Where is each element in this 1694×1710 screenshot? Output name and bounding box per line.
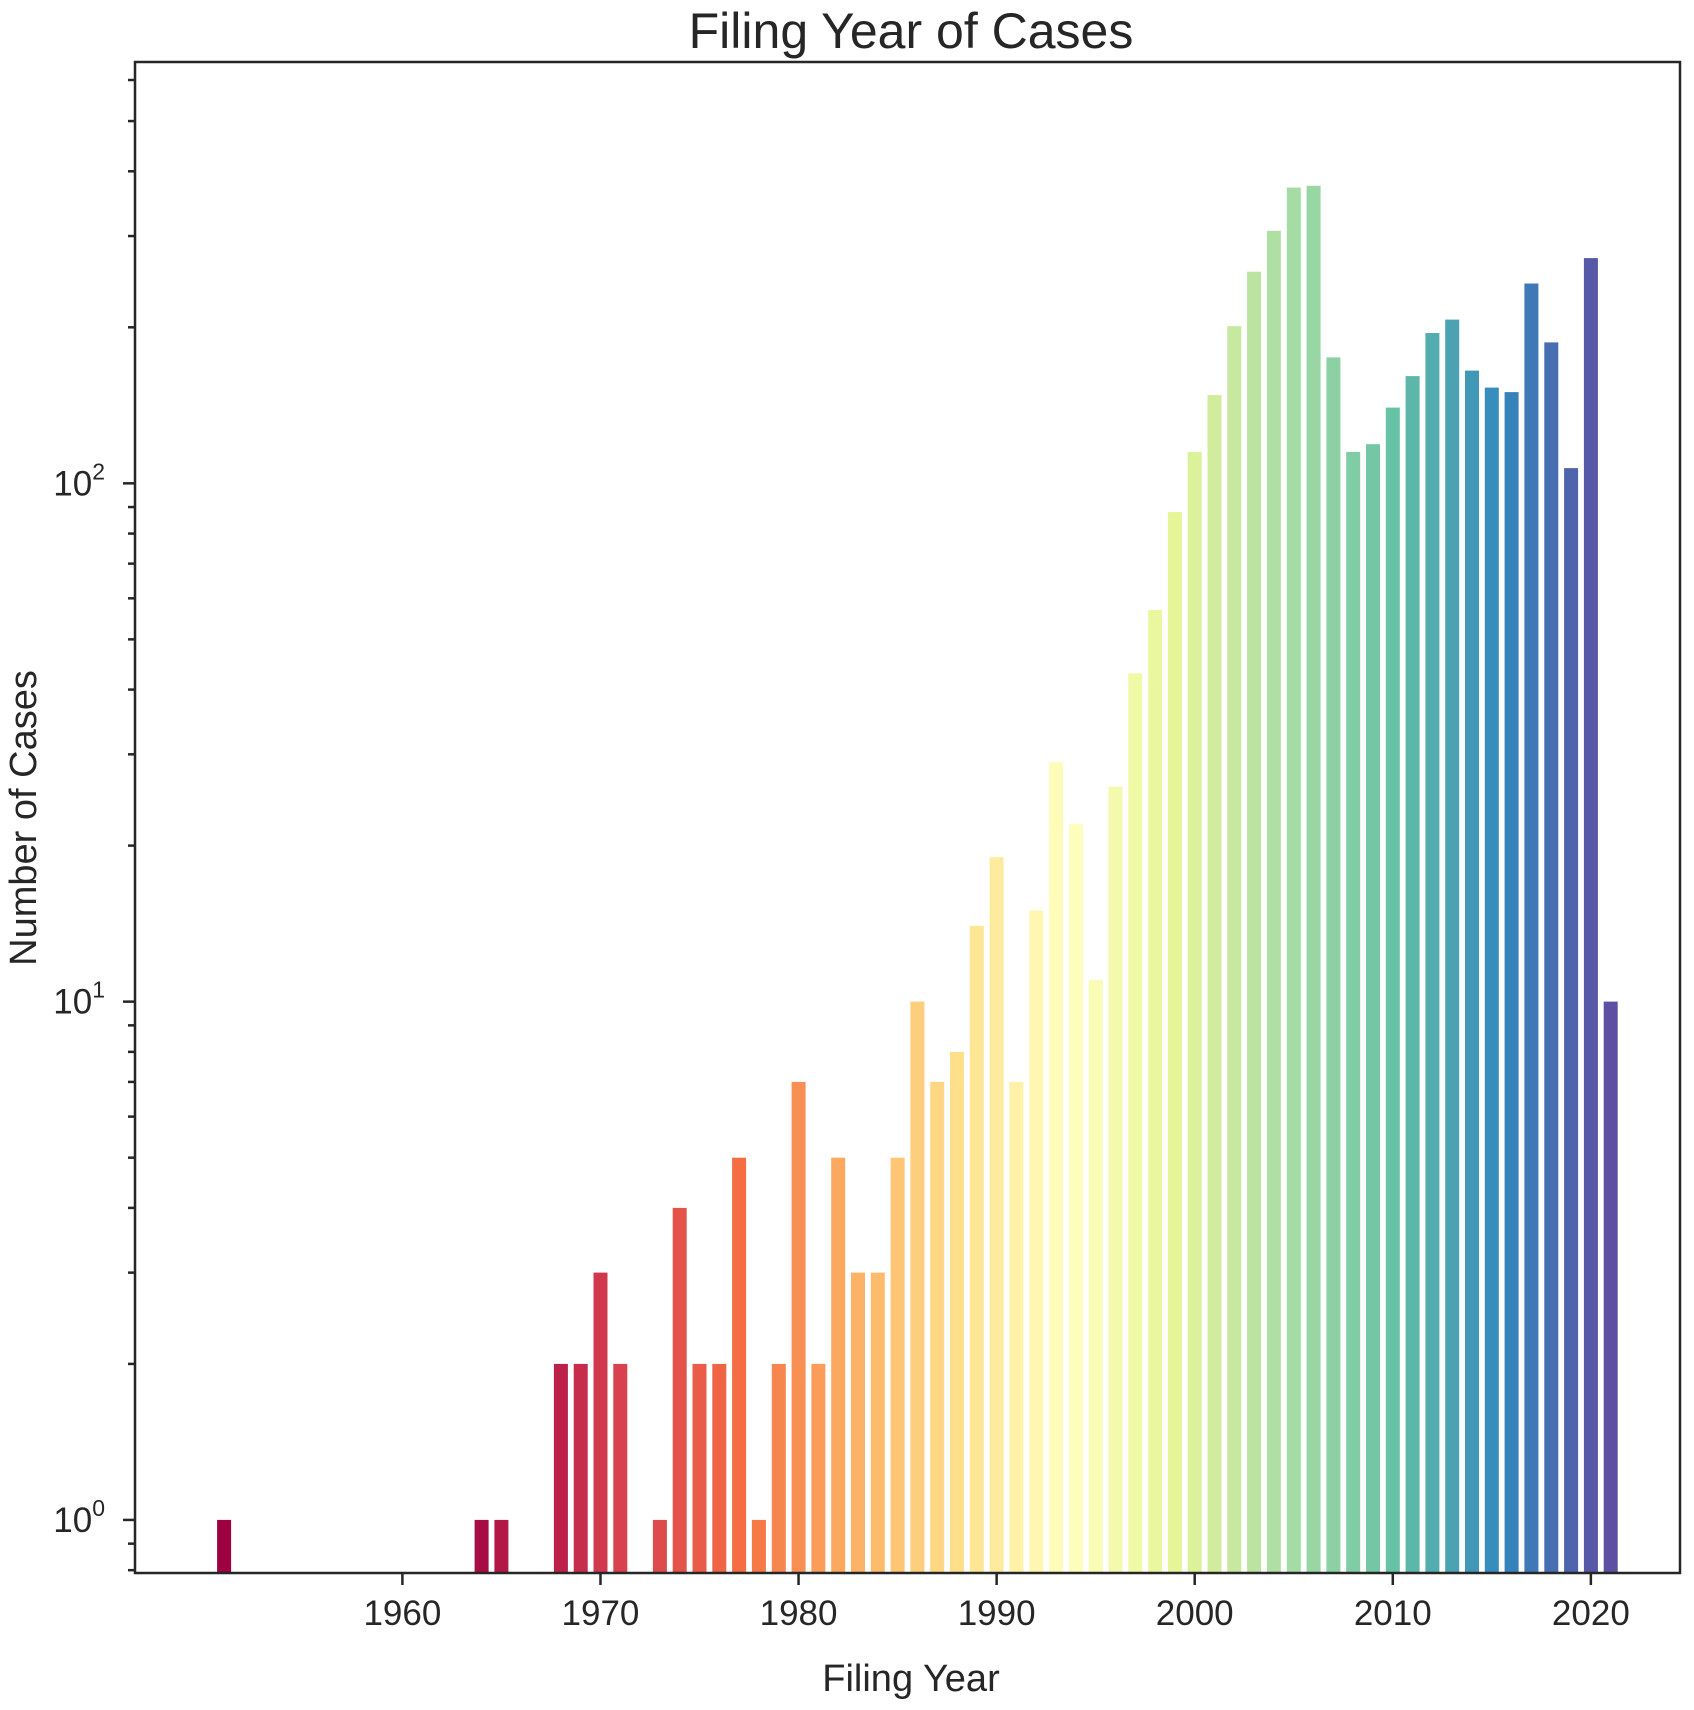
bar-1965 bbox=[494, 1519, 509, 1573]
bar-1993 bbox=[1049, 762, 1064, 1573]
y-tick-label: 100 bbox=[53, 1495, 105, 1540]
bar-1990 bbox=[989, 857, 1004, 1573]
x-axis-label: Filing Year bbox=[822, 1658, 1000, 1700]
bar-1968 bbox=[553, 1363, 568, 1573]
y-tick-label: 101 bbox=[53, 977, 105, 1022]
bar-1971 bbox=[613, 1363, 628, 1573]
bars bbox=[217, 185, 1618, 1574]
x-axis: 1960 1970 1980 1990 2000 2010 2020 bbox=[363, 1573, 1630, 1633]
y-axis-label: Number of Cases bbox=[3, 670, 45, 966]
bar-2017 bbox=[1524, 283, 1539, 1573]
bar-2013 bbox=[1445, 319, 1460, 1574]
x-tick-label-1970: 1970 bbox=[562, 1594, 640, 1633]
bar-1996 bbox=[1108, 786, 1123, 1573]
bar-1975 bbox=[692, 1363, 707, 1573]
bar-2015 bbox=[1484, 387, 1499, 1574]
bar-1973 bbox=[652, 1519, 667, 1573]
x-tick-label-1960: 1960 bbox=[363, 1594, 441, 1633]
bar-1999 bbox=[1167, 512, 1182, 1573]
bar-1998 bbox=[1148, 609, 1163, 1573]
bar-1986 bbox=[910, 1001, 925, 1573]
bar-1951 bbox=[217, 1519, 232, 1573]
bar-1979 bbox=[771, 1363, 786, 1573]
bar-1992 bbox=[1029, 910, 1044, 1573]
bar-2016 bbox=[1504, 392, 1519, 1574]
bar-1980 bbox=[791, 1081, 806, 1573]
bar-1984 bbox=[870, 1272, 885, 1573]
bar-1978 bbox=[751, 1519, 766, 1573]
bar-2000 bbox=[1187, 451, 1202, 1573]
bar-1988 bbox=[950, 1051, 964, 1573]
y-tick-label: 102 bbox=[53, 458, 105, 503]
bar-2002 bbox=[1227, 326, 1242, 1574]
bar-1982 bbox=[831, 1157, 846, 1573]
bar-2004 bbox=[1266, 230, 1281, 1573]
bar-2001 bbox=[1207, 395, 1222, 1574]
bar-1995 bbox=[1088, 980, 1103, 1573]
bar-2021 bbox=[1603, 1001, 1618, 1573]
bar-2018 bbox=[1544, 342, 1559, 1573]
x-tick-label-2010: 2010 bbox=[1354, 1594, 1432, 1633]
bar-1997 bbox=[1128, 673, 1143, 1573]
x-tick-label-2000: 2000 bbox=[1156, 1594, 1234, 1633]
bar-2005 bbox=[1286, 187, 1301, 1574]
bar-2010 bbox=[1385, 407, 1400, 1574]
bar-1989 bbox=[969, 925, 984, 1573]
bar-2008 bbox=[1346, 451, 1361, 1573]
bar-2019 bbox=[1564, 468, 1579, 1574]
bar-1969 bbox=[573, 1363, 588, 1573]
chart-title: Filing Year of Cases bbox=[689, 3, 1134, 59]
bar-1977 bbox=[732, 1157, 747, 1573]
bar-2003 bbox=[1247, 271, 1262, 1574]
bar-2020 bbox=[1583, 258, 1598, 1574]
bar-1987 bbox=[930, 1081, 945, 1573]
bar-2011 bbox=[1405, 376, 1420, 1574]
bar-1981 bbox=[811, 1363, 826, 1573]
y-axis: 100 101 102 bbox=[53, 78, 135, 1572]
bar-2012 bbox=[1425, 333, 1440, 1573]
plot-frame bbox=[133, 60, 1682, 1575]
bar-1974 bbox=[672, 1207, 687, 1573]
bar-2014 bbox=[1465, 370, 1479, 1574]
bar-1964 bbox=[474, 1519, 489, 1573]
bar-2009 bbox=[1366, 444, 1380, 1574]
bar-1994 bbox=[1068, 824, 1083, 1573]
x-tick-label-2020: 2020 bbox=[1552, 1594, 1630, 1633]
x-tick-label-1980: 1980 bbox=[760, 1594, 838, 1633]
bar-2007 bbox=[1326, 357, 1341, 1573]
bar-2006 bbox=[1306, 185, 1321, 1573]
bar-1985 bbox=[890, 1157, 905, 1573]
bar-1970 bbox=[593, 1272, 608, 1573]
bar-1976 bbox=[712, 1363, 727, 1573]
x-tick-label-1990: 1990 bbox=[958, 1594, 1036, 1633]
bar-1991 bbox=[1009, 1081, 1024, 1573]
bar-1983 bbox=[851, 1272, 865, 1573]
